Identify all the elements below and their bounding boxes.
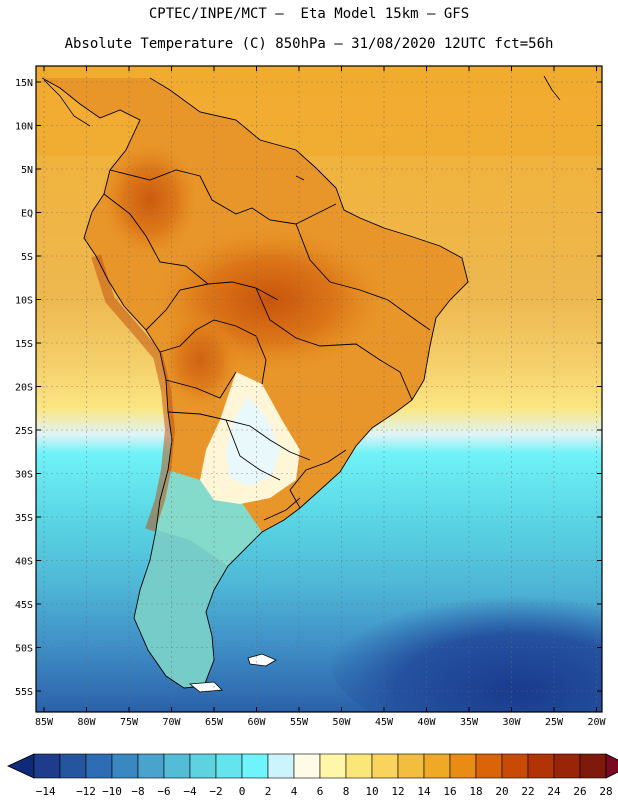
lat-label-5n: 5N bbox=[21, 165, 33, 176]
colorbar-label: 0 bbox=[239, 785, 246, 798]
colorbar-swatch bbox=[345, 753, 373, 779]
lon-label-35w: 35W bbox=[460, 717, 479, 728]
colorbar-label: 2 bbox=[265, 785, 272, 798]
colorbar-swatch bbox=[449, 753, 477, 779]
colorbar-swatch bbox=[553, 753, 581, 779]
lon-label-40w: 40W bbox=[417, 717, 436, 728]
colorbar-swatch bbox=[85, 753, 113, 779]
colorbar-label: 22 bbox=[521, 785, 534, 798]
cold-anomaly-south-atlantic bbox=[330, 580, 602, 712]
colorbar-swatch bbox=[501, 753, 529, 779]
colorbar-swatch bbox=[527, 753, 555, 779]
colorbar-label: 18 bbox=[469, 785, 482, 798]
lon-label-20w: 20W bbox=[587, 717, 606, 728]
colorbar-label: −8 bbox=[131, 785, 144, 798]
lon-label-60w: 60W bbox=[247, 717, 266, 728]
lat-label-10n: 10N bbox=[15, 122, 33, 133]
colorbar-swatch bbox=[423, 753, 451, 779]
lat-label-30s: 30S bbox=[15, 470, 33, 481]
map-frame bbox=[35, 65, 603, 713]
longitude-labels: 85W 80W 75W 70W 65W 60W 55W 50W 45W 40W 35W 30W 25W 2… bbox=[35, 717, 607, 728]
colorbar-label: 14 bbox=[417, 785, 431, 798]
colorbar-label: 8 bbox=[343, 785, 350, 798]
lat-label-50s: 50S bbox=[15, 644, 33, 655]
chart-title-line1: CPTEC/INPE/MCT – Eta Model 15km – GFS bbox=[148, 6, 470, 22]
lon-label-50w: 50W bbox=[332, 717, 351, 728]
colorbar-swatch bbox=[111, 753, 139, 779]
lon-label-85w: 85W bbox=[35, 717, 54, 728]
lon-label-25w: 25W bbox=[545, 717, 564, 728]
colorbar-label: 28 bbox=[599, 785, 612, 798]
colorbar-label: 26 bbox=[573, 785, 586, 798]
lat-label-15n: 15N bbox=[15, 78, 33, 89]
colorbar-labels: −14 −12 −10 −8 −6 −4 −2 0 2 4 6 8 10 12 14 16 18 20 22 24 26… bbox=[36, 785, 613, 798]
colorbar-label: 20 bbox=[495, 785, 508, 798]
lon-label-65w: 65W bbox=[205, 717, 224, 728]
colorbar-label: 16 bbox=[443, 785, 456, 798]
colorbar-label: −10 bbox=[102, 785, 122, 798]
colorbar-swatch bbox=[241, 753, 269, 779]
colorbar-label: 10 bbox=[365, 785, 378, 798]
lat-label-45s: 45S bbox=[15, 600, 33, 611]
colorbar-swatch bbox=[267, 753, 295, 779]
colorbar-label: 4 bbox=[291, 785, 298, 798]
lat-label-40s: 40S bbox=[15, 557, 33, 568]
colorbar-label: −4 bbox=[183, 785, 197, 798]
colorbar-label: −2 bbox=[209, 785, 222, 798]
colorbar-swatch bbox=[163, 753, 191, 779]
colorbar-swatch bbox=[59, 753, 87, 779]
lat-label-20s: 20S bbox=[15, 383, 33, 394]
lon-label-70w: 70W bbox=[162, 717, 181, 728]
lat-lon-grid bbox=[36, 66, 602, 712]
lon-label-45w: 45W bbox=[375, 717, 394, 728]
colorbar-swatch bbox=[215, 753, 243, 779]
colorbar-swatch bbox=[319, 753, 347, 779]
chart-title-line2: Absolute Temperature (C) 850hPa – 31/08/… bbox=[64, 36, 554, 52]
colorbar-label: −14 bbox=[36, 785, 56, 798]
colorbar-swatch bbox=[33, 753, 61, 779]
lat-label-55s: 55S bbox=[15, 687, 33, 698]
colorbar-swatch bbox=[137, 753, 165, 779]
colorbar bbox=[7, 753, 618, 779]
lat-label-35s: 35S bbox=[15, 513, 33, 524]
colorbar-swatch bbox=[371, 753, 399, 779]
colorbar-under-arrow bbox=[7, 753, 35, 779]
lon-label-75w: 75W bbox=[120, 717, 139, 728]
lon-label-80w: 80W bbox=[77, 717, 96, 728]
colorbar-swatch bbox=[293, 753, 321, 779]
lat-label-5s: 5S bbox=[21, 252, 33, 263]
colorbar-label: 6 bbox=[317, 785, 324, 798]
colorbar-label: −6 bbox=[157, 785, 170, 798]
lon-label-30w: 30W bbox=[502, 717, 521, 728]
lon-label-55w: 55W bbox=[290, 717, 309, 728]
lat-label-15s: 15S bbox=[15, 339, 33, 350]
lat-label-10s: 10S bbox=[15, 296, 33, 307]
colorbar-over-arrow bbox=[605, 753, 618, 779]
colorbar-swatch bbox=[475, 753, 503, 779]
colorbar-swatch bbox=[579, 753, 607, 779]
colorbar-label: 24 bbox=[547, 785, 561, 798]
political-borders bbox=[41, 77, 469, 689]
colorbar-swatch bbox=[189, 753, 217, 779]
lat-label-eq: EQ bbox=[21, 209, 33, 220]
colorbar-swatch bbox=[397, 753, 425, 779]
colorbar-label: −12 bbox=[76, 785, 96, 798]
colorbar-label: 12 bbox=[391, 785, 404, 798]
lat-label-25s: 25S bbox=[15, 426, 33, 437]
latitude-labels: 15N 10N 5N EQ 5S 10S 15S 20S 25S 30S 35S 40S 45S 50S 5… bbox=[15, 78, 33, 698]
